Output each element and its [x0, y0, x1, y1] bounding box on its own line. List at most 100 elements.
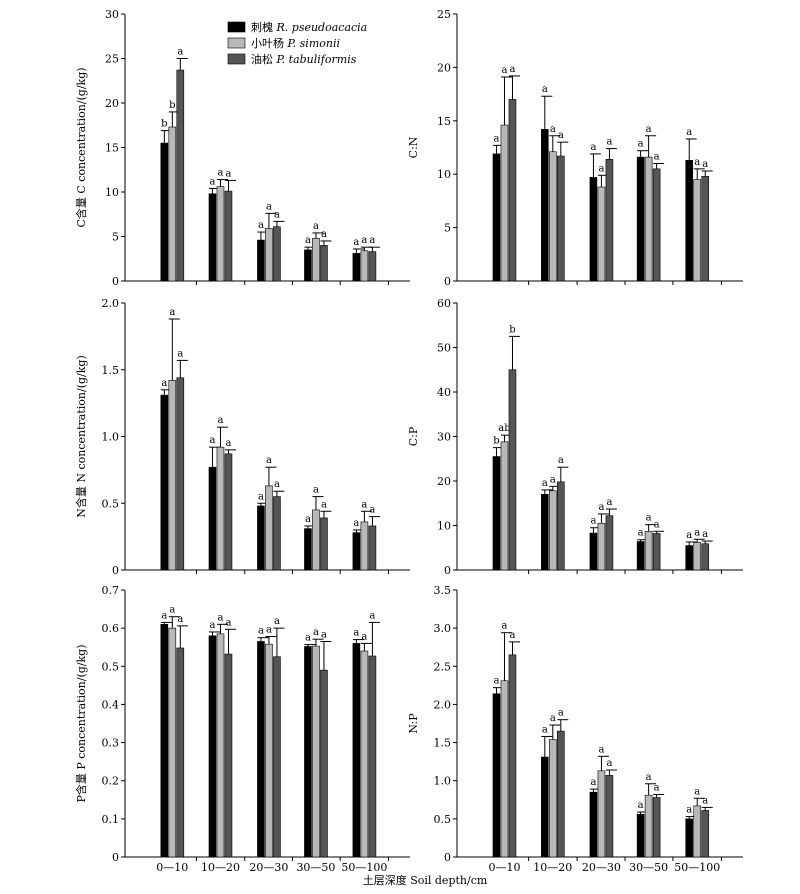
bar — [549, 151, 557, 282]
bar — [360, 250, 369, 282]
x-tick-label: 50—100 — [674, 861, 720, 874]
significance-label: a — [169, 605, 175, 616]
bar — [652, 168, 661, 282]
y-tick-label: 1.0 — [102, 431, 120, 444]
bar — [500, 680, 509, 858]
x-tick-label: 20—30 — [582, 861, 621, 874]
significance-label: a — [702, 159, 708, 170]
significance-label: a — [501, 621, 507, 632]
y-tick-label: 15 — [105, 142, 119, 155]
significance-label: a — [313, 485, 319, 496]
panel-p: 0 0.1 0.2 0.3 0.4 0.5 0.6 0.7 P含量 P concentratio… — [74, 584, 410, 874]
legend-label-robinia: 刺槐 R. pseudoacacia — [251, 20, 367, 34]
bar — [320, 245, 328, 282]
significance-label: a — [177, 348, 183, 359]
y-tick-label: 5 — [444, 222, 451, 235]
significance-label: a — [686, 530, 692, 541]
bar — [652, 533, 661, 571]
significance-label: b — [493, 436, 499, 447]
significance-label: a — [258, 491, 264, 502]
significance-label: a — [274, 616, 280, 627]
y-tick-label: 0.5 — [102, 497, 120, 510]
bar — [168, 380, 177, 571]
significance-label: a — [694, 786, 700, 797]
significance-label: a — [321, 499, 327, 510]
x-tick-label: 0—10 — [488, 861, 520, 874]
y-axis-label: C:P — [407, 426, 420, 446]
bar — [541, 756, 549, 858]
bar — [701, 810, 710, 858]
significance-label: a — [501, 65, 507, 76]
legend-label-populus: 小叶杨 P. simonii — [251, 36, 340, 50]
significance-label: a — [558, 130, 564, 141]
bar — [541, 494, 549, 571]
significance-label: a — [274, 209, 280, 220]
significance-label: a — [654, 152, 660, 163]
bar — [312, 645, 320, 858]
y-tick-label: 0 — [444, 564, 451, 577]
significance-label: a — [161, 610, 167, 621]
bar — [208, 635, 217, 858]
y-tick-label: 10 — [437, 520, 451, 533]
bar — [508, 369, 517, 571]
bar — [605, 158, 614, 282]
bar — [160, 624, 169, 858]
bar — [352, 532, 361, 571]
bar — [168, 627, 177, 858]
y-tick-label: 15 — [437, 115, 451, 128]
y-tick-label: 40 — [437, 386, 451, 399]
bar — [492, 693, 501, 858]
y-tick-label: 2.0 — [434, 698, 452, 711]
bar — [208, 466, 217, 571]
bar — [208, 193, 217, 282]
bar — [693, 179, 702, 282]
significance-label: a — [590, 777, 596, 788]
bar — [168, 126, 177, 282]
bar — [492, 456, 501, 571]
legend-swatch-robinia — [227, 21, 246, 33]
bar — [597, 522, 606, 571]
legend-swatch-populus — [227, 37, 246, 49]
significance-label: a — [169, 307, 175, 318]
significance-label: a — [353, 237, 359, 248]
y-tick-label: 0.7 — [102, 584, 120, 597]
significance-label: a — [305, 235, 311, 246]
bar — [644, 794, 653, 858]
significance-label: a — [266, 625, 272, 636]
y-tick-label: 10 — [437, 168, 451, 181]
y-tick-label: 1.5 — [434, 737, 452, 750]
significance-label: a — [321, 629, 327, 640]
significance-label: a — [702, 529, 708, 540]
significance-label: a — [654, 782, 660, 793]
significance-label: a — [177, 47, 183, 58]
significance-label: a — [646, 513, 652, 524]
bar — [224, 190, 233, 282]
x-tick-label: 20—30 — [249, 861, 288, 874]
significance-label: a — [646, 772, 652, 783]
y-tick-label: 0 — [112, 275, 119, 288]
bar — [685, 818, 694, 858]
significance-label: a — [177, 614, 183, 625]
bar — [304, 646, 312, 858]
bar — [352, 253, 361, 282]
y-axis-label: N含量 N concentration/(g/kg) — [74, 355, 88, 518]
x-tick-label: 0—10 — [156, 861, 188, 874]
bar — [265, 228, 273, 282]
significance-label: a — [550, 124, 556, 135]
bar — [265, 485, 273, 571]
significance-label: a — [702, 795, 708, 806]
significance-label: a — [509, 64, 515, 75]
bar — [224, 453, 233, 571]
y-tick-label: 25 — [437, 8, 451, 21]
significance-label: a — [225, 617, 231, 628]
significance-label: a — [654, 519, 660, 530]
y-tick-label: 50 — [437, 342, 451, 355]
y-axis-label: C含量 C concentration/(g/kg) — [74, 67, 88, 227]
x-tick-label: 50—100 — [341, 861, 387, 874]
bar — [589, 532, 598, 571]
bar — [589, 791, 598, 858]
bar — [216, 633, 225, 858]
significance-label: a — [598, 744, 604, 755]
